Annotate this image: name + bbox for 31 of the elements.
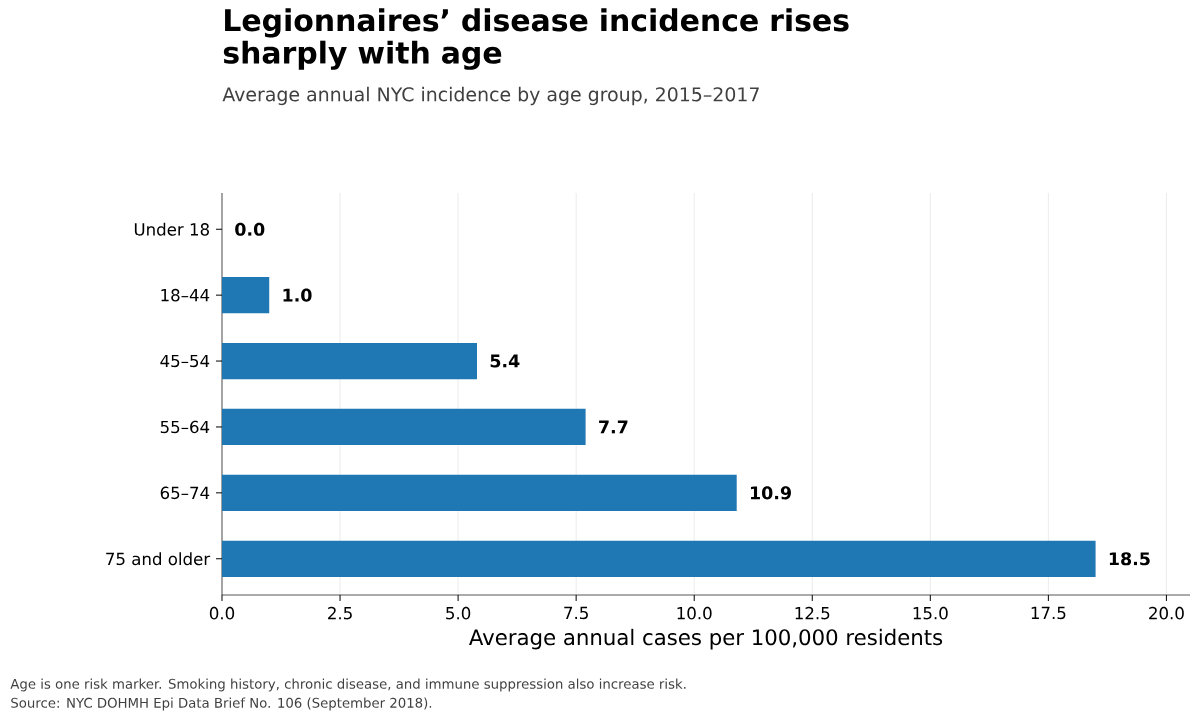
- x-tick-label: 7.5: [564, 606, 588, 620]
- bar: [222, 474, 737, 511]
- text: Age is one risk marker. Smoking history, chronic disease, and immune suppression also increase risk.: [10, 678, 686, 692]
- bar: [222, 540, 1096, 577]
- data-label: 5.4: [490, 354, 520, 368]
- bar: [222, 342, 477, 380]
- x-tick-label: 10.0: [677, 606, 712, 620]
- bar: [222, 408, 586, 446]
- x-tick-label: 20.0: [1149, 606, 1184, 620]
- y-tick-label: Under 18: [134, 222, 209, 236]
- y-tick-label: 18–44: [161, 288, 210, 302]
- chart-title: Legionnaires’ disease incidence rises sharply with age: [223, 8, 849, 70]
- data-label: 1.0: [283, 288, 312, 302]
- y-tick-label: 65–74: [160, 486, 210, 500]
- data-label: 0.0: [235, 222, 265, 236]
- data-label: 18.5: [1109, 552, 1150, 566]
- data-label: 10.9: [750, 486, 791, 500]
- y-tick-label: 75 and older: [106, 552, 211, 566]
- source-note: Source: NYC DOHMH Epi Data Brief No. 106 (September 2018).: [11, 697, 432, 711]
- x-axis-title: Average annual cases per 100,000 residents: [469, 628, 943, 650]
- x-tick-label: 0.0: [209, 606, 235, 620]
- y-tick-label: 55–64: [160, 420, 210, 434]
- x-tick-label: 17.5: [1031, 606, 1066, 620]
- x-tick-label: 15.0: [913, 606, 948, 620]
- data-label: 7.7: [599, 420, 628, 434]
- x-tick-label: 12.5: [795, 606, 830, 620]
- x-tick-label: 5.0: [446, 606, 471, 620]
- chart-subtitle: Average annual NYC incidence by age group, 2015–2017: [222, 86, 759, 106]
- bar: [222, 277, 270, 314]
- y-tick-label: 45–54: [160, 354, 210, 368]
- x-tick-label: 2.5: [328, 606, 352, 620]
